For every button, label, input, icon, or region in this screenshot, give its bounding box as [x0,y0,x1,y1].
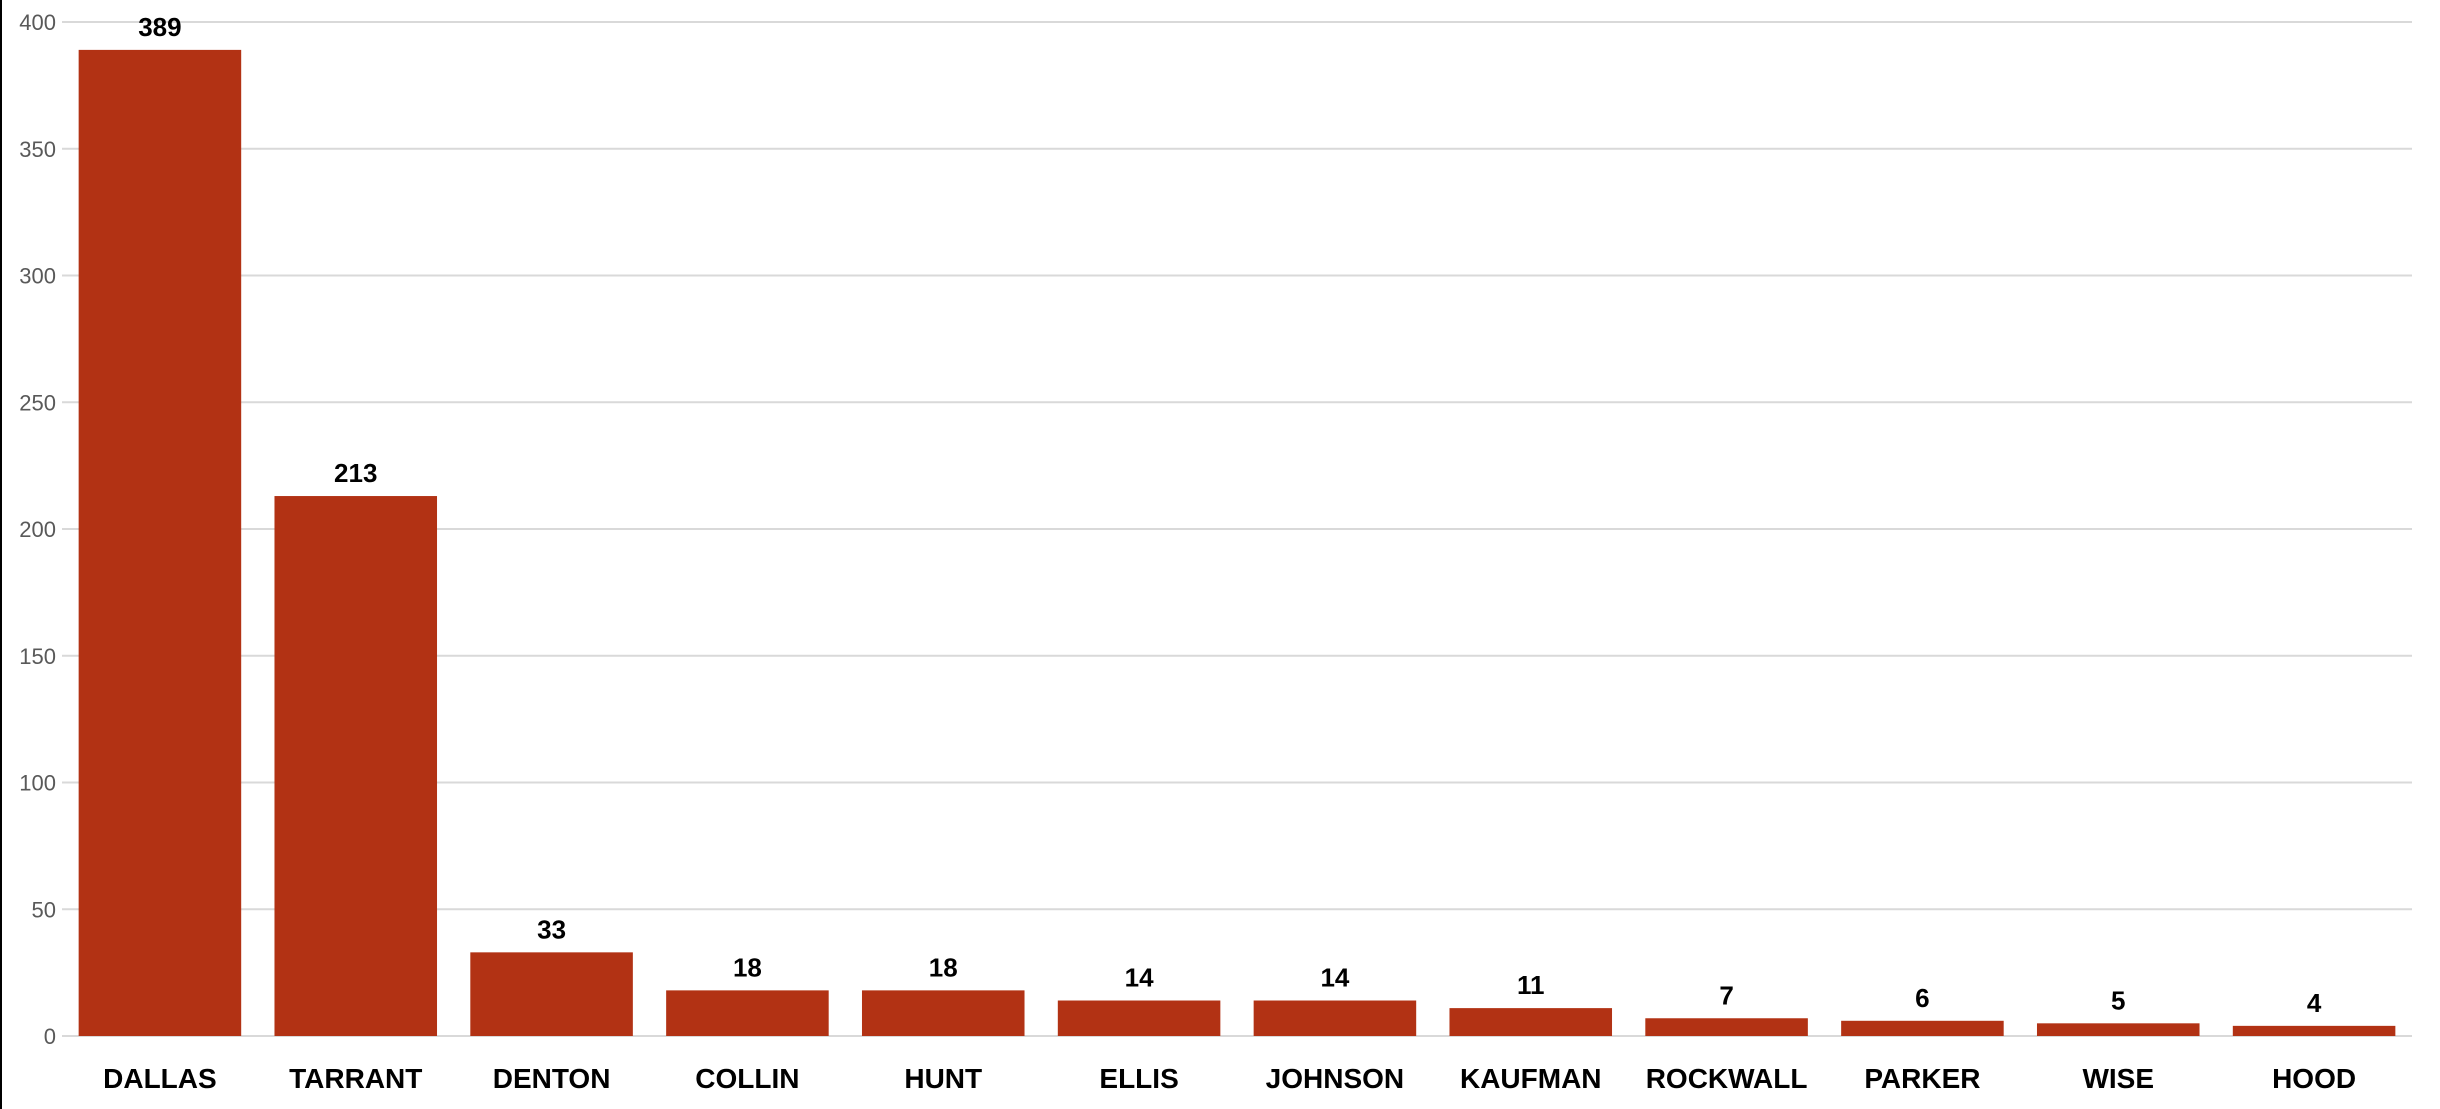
x-tick-label-kaufman: KAUFMAN [1460,1063,1602,1094]
data-label-hunt: 18 [929,952,958,982]
x-tick-label-ellis: ELLIS [1099,1063,1178,1094]
gridlines [62,21,2412,1037]
bar-kaufman [1449,1008,1613,1036]
data-label-rockwall: 7 [1719,980,1733,1010]
data-labels: 389 213 33 18 18 14 14 11 7 6 5 4 [138,12,2322,1018]
bars [78,49,2396,1036]
data-label-tarrant: 213 [334,458,377,488]
data-label-ellis: 14 [1125,963,1154,993]
bar-ellis [1057,1000,1221,1036]
bar-denton [470,952,633,1036]
data-label-collin: 18 [733,952,762,982]
bar-hood [2232,1025,2396,1036]
bar-rockwall [1645,1018,1808,1036]
x-tick-label-tarrant: TARRANT [289,1063,422,1094]
y-tick-label: 400 [19,10,56,35]
bar-hunt [861,990,1025,1036]
x-tick-label-johnson: JOHNSON [1266,1063,1404,1094]
y-tick-label: 100 [19,771,56,796]
bar-tarrant [274,496,438,1036]
y-axis-ticks: 0 50 100 150 200 250 300 350 400 [19,10,56,1049]
x-tick-label-hunt: HUNT [904,1063,982,1094]
data-label-wise: 5 [2111,985,2125,1015]
data-label-dallas: 389 [138,12,181,42]
x-tick-label-denton: DENTON [493,1063,611,1094]
x-axis-labels: DALLAS TARRANT DENTON COLLIN HUNT ELLIS JOHNSO… [103,1063,2356,1094]
x-tick-label-wise: WISE [2082,1063,2154,1094]
bar-johnson [1253,1000,1417,1036]
y-tick-label: 50 [32,897,56,922]
data-label-denton: 33 [537,914,566,944]
x-tick-label-parker: PARKER [1864,1063,1980,1094]
y-tick-label: 0 [44,1024,56,1049]
x-tick-label-collin: COLLIN [695,1063,799,1094]
x-tick-label-dallas: DALLAS [103,1063,217,1094]
y-tick-label: 250 [19,390,56,415]
data-label-kaufman: 11 [1517,970,1545,1000]
bar-dallas [78,49,242,1036]
data-label-parker: 6 [1915,983,1929,1013]
data-label-hood: 4 [2307,988,2322,1018]
y-tick-label: 350 [19,137,56,162]
bar-collin [666,990,829,1036]
bar-parker [1841,1020,2004,1036]
y-tick-label: 150 [19,644,56,669]
x-tick-label-rockwall: ROCKWALL [1646,1063,1808,1094]
x-tick-label-hood: HOOD [2272,1063,2356,1094]
bar-wise [2036,1023,2200,1036]
y-tick-label: 200 [19,517,56,542]
y-tick-label: 300 [19,264,56,289]
data-label-johnson: 14 [1320,963,1349,993]
